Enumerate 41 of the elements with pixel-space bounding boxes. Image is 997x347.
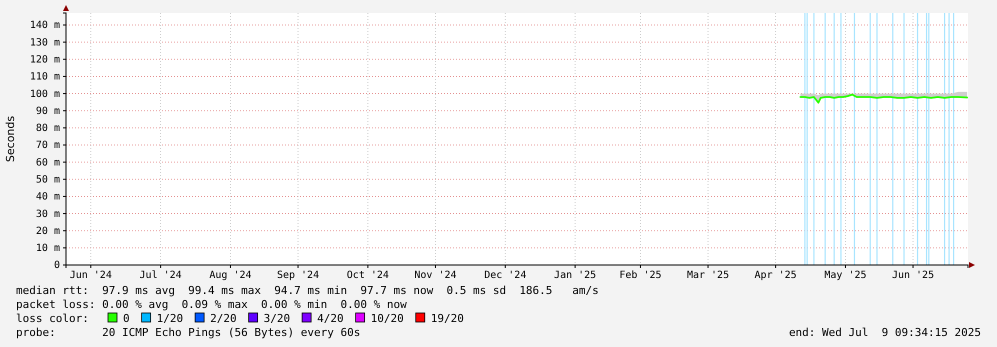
y-tick-label: 120 m: [30, 54, 60, 66]
y-tick-label: 130 m: [30, 37, 60, 48]
y-tick-label: 80 m: [36, 123, 60, 134]
legend-label: 19/20: [430, 312, 464, 325]
legend-label: 1/20: [156, 312, 184, 325]
y-tick-label: 70 m: [36, 140, 60, 152]
legend-label: 10/20: [370, 312, 404, 325]
legend-label: 0: [123, 312, 130, 325]
y-tick-label: 30 m: [36, 208, 60, 220]
text: probe: 20 ICMP Echo Pings (56 Bytes) every 60s: [16, 326, 360, 339]
x-tick-label: Mar '25: [686, 270, 730, 282]
y-tick-label: 60 m: [36, 157, 60, 168]
x-tick-label: Sep '24: [276, 270, 320, 282]
x-tick-label: Feb '25: [619, 270, 662, 282]
legend-label: 4/20: [317, 312, 344, 325]
x-tick-label: Jan '25: [554, 270, 596, 282]
y-tick-label: 20 m: [36, 226, 60, 237]
x-tick-label: Oct '24: [346, 270, 389, 282]
y-tick-label: 50 m: [36, 174, 60, 186]
x-tick-label: Nov '24: [414, 270, 457, 282]
y-tick-label: 100 m: [30, 88, 60, 100]
text: packet loss: 0.00 % avg 0.09 % max 0.00 % min 0.00 % now: [16, 298, 408, 311]
y-tick-label: 40 m: [36, 192, 60, 203]
x-tick-label: May '25: [824, 270, 867, 282]
legend-label: 3/20: [264, 312, 290, 325]
y-tick-label: 10 m: [36, 243, 60, 254]
y-tick-label: 140 m: [30, 20, 60, 32]
legend-title: loss color:: [16, 312, 89, 325]
x-tick-label: Dec '24: [484, 270, 526, 282]
y-tick-label: 90 m: [36, 106, 60, 117]
text: median rtt: 97.9 ms avg 99.4 ms max 94.7 ms min 97.7 ms now 0.5 ms sd 186.5 am/s: [16, 284, 599, 297]
y-axis-title: Seconds: [4, 116, 17, 162]
x-tick-label: Jun '25: [892, 270, 934, 282]
legend-label: 2/20: [210, 312, 237, 325]
x-tick-label: Jun '24: [70, 270, 112, 282]
y-tick-label: 110 m: [30, 72, 60, 83]
text: end: Wed Jul 9 09:34:15 2025: [788, 326, 981, 339]
x-tick-label: Apr '25: [754, 270, 797, 282]
x-tick-label: Aug '24: [209, 270, 252, 282]
y-tick-label: 0: [54, 260, 60, 272]
x-tick-label: Jul '24: [140, 270, 182, 282]
